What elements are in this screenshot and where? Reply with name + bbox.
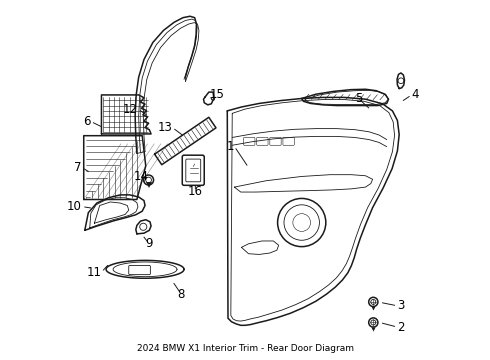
Text: 15: 15 (209, 89, 224, 102)
Text: 9: 9 (146, 237, 153, 250)
Text: 14: 14 (134, 170, 149, 183)
Text: 6: 6 (83, 115, 91, 128)
Text: 1: 1 (227, 140, 234, 153)
Text: 8: 8 (177, 288, 185, 301)
Text: 5: 5 (355, 92, 362, 105)
Text: 11: 11 (86, 266, 101, 279)
Text: 12: 12 (123, 103, 138, 116)
Text: 2: 2 (397, 321, 405, 334)
Text: 16: 16 (188, 185, 203, 198)
Text: 13: 13 (157, 121, 172, 134)
Text: 3: 3 (397, 299, 405, 312)
Text: 2024 BMW X1 Interior Trim - Rear Door Diagram: 2024 BMW X1 Interior Trim - Rear Door Di… (137, 344, 353, 353)
Text: 7: 7 (74, 161, 82, 174)
Text: 10: 10 (67, 200, 82, 213)
Text: 4: 4 (412, 89, 419, 102)
